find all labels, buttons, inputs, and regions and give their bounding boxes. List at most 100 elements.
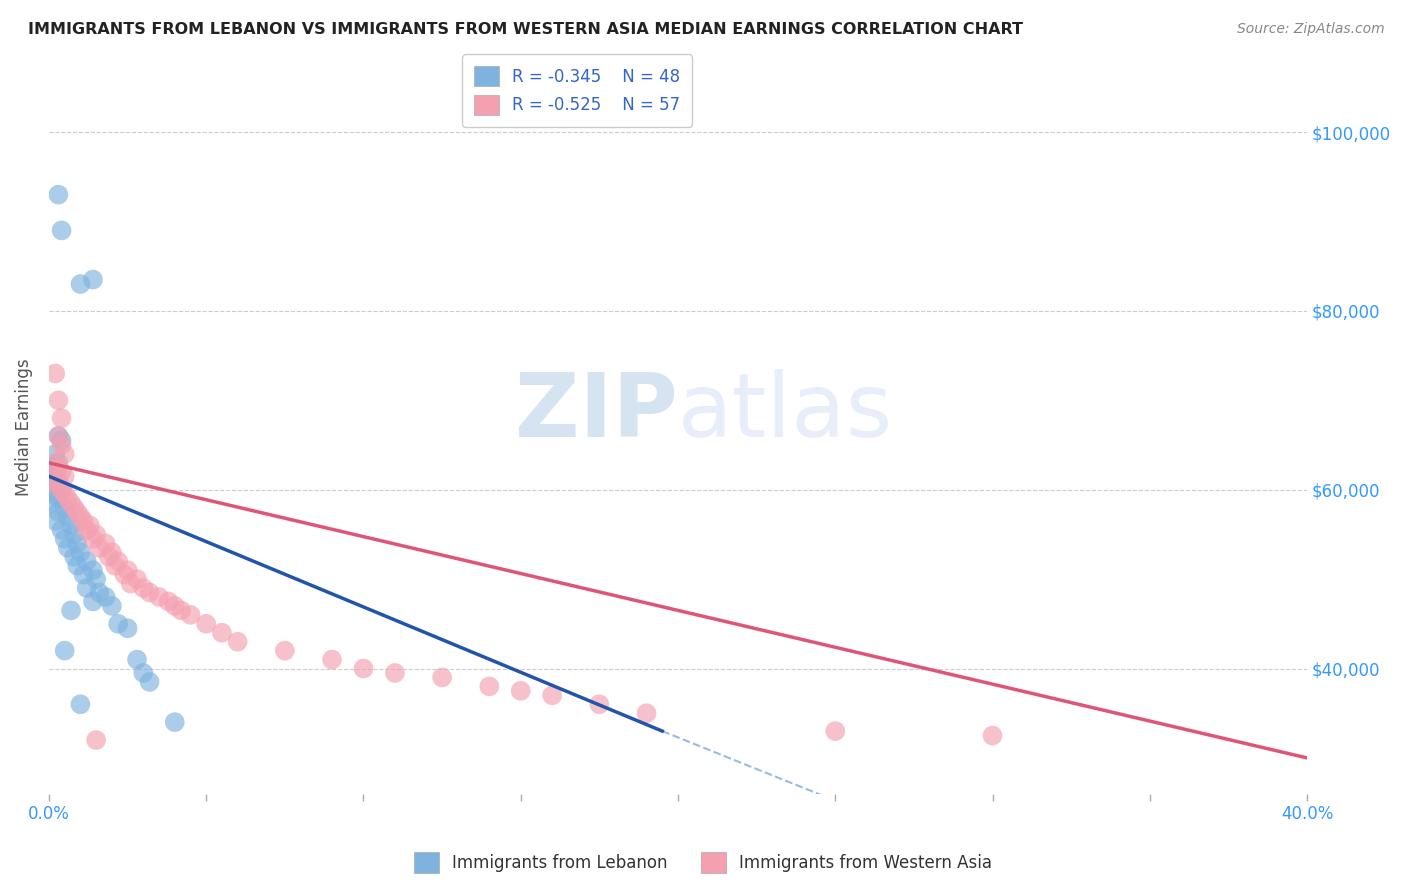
Point bbox=[157, 594, 180, 608]
Point bbox=[509, 684, 531, 698]
Point bbox=[82, 272, 104, 286]
Point bbox=[211, 625, 233, 640]
Point bbox=[48, 505, 70, 519]
Legend: R = -0.345    N = 48, R = -0.525    N = 57: R = -0.345 N = 48, R = -0.525 N = 57 bbox=[463, 54, 692, 127]
Point bbox=[69, 545, 91, 559]
Point bbox=[101, 545, 124, 559]
Point bbox=[125, 652, 148, 666]
Point bbox=[82, 532, 104, 546]
Point bbox=[44, 465, 66, 479]
Point bbox=[478, 679, 501, 693]
Point bbox=[636, 706, 658, 721]
Point bbox=[63, 527, 86, 541]
Point bbox=[84, 572, 107, 586]
Point bbox=[44, 447, 66, 461]
Point bbox=[56, 509, 79, 524]
Point bbox=[53, 447, 76, 461]
Point bbox=[51, 465, 73, 479]
Point bbox=[79, 518, 101, 533]
Point bbox=[163, 599, 186, 613]
Point bbox=[69, 509, 91, 524]
Point bbox=[101, 599, 124, 613]
Point bbox=[48, 474, 70, 488]
Legend: Immigrants from Lebanon, Immigrants from Western Asia: Immigrants from Lebanon, Immigrants from… bbox=[408, 846, 998, 880]
Point bbox=[170, 603, 193, 617]
Point bbox=[104, 558, 127, 573]
Point bbox=[117, 563, 139, 577]
Point bbox=[59, 603, 82, 617]
Point bbox=[138, 585, 160, 599]
Point bbox=[195, 616, 218, 631]
Point bbox=[824, 724, 846, 739]
Point bbox=[89, 541, 111, 555]
Point bbox=[76, 554, 98, 568]
Point bbox=[148, 590, 170, 604]
Point bbox=[541, 689, 564, 703]
Point bbox=[56, 541, 79, 555]
Point bbox=[51, 523, 73, 537]
Point bbox=[430, 670, 453, 684]
Point bbox=[66, 558, 89, 573]
Point bbox=[51, 483, 73, 497]
Point bbox=[66, 505, 89, 519]
Point bbox=[132, 665, 155, 680]
Point bbox=[125, 572, 148, 586]
Point bbox=[48, 393, 70, 408]
Point bbox=[48, 460, 70, 475]
Text: IMMIGRANTS FROM LEBANON VS IMMIGRANTS FROM WESTERN ASIA MEDIAN EARNINGS CORRELAT: IMMIGRANTS FROM LEBANON VS IMMIGRANTS FR… bbox=[28, 22, 1024, 37]
Text: Source: ZipAtlas.com: Source: ZipAtlas.com bbox=[1237, 22, 1385, 37]
Point bbox=[63, 549, 86, 564]
Point bbox=[48, 187, 70, 202]
Point bbox=[94, 590, 117, 604]
Point bbox=[72, 514, 94, 528]
Point bbox=[41, 496, 63, 510]
Point bbox=[44, 514, 66, 528]
Point bbox=[84, 527, 107, 541]
Text: ZIP: ZIP bbox=[515, 369, 678, 456]
Point bbox=[63, 500, 86, 515]
Point bbox=[76, 523, 98, 537]
Point bbox=[384, 665, 406, 680]
Point bbox=[69, 277, 91, 291]
Point bbox=[588, 698, 610, 712]
Text: atlas: atlas bbox=[678, 369, 893, 456]
Point bbox=[44, 487, 66, 501]
Point bbox=[981, 729, 1004, 743]
Point bbox=[44, 456, 66, 470]
Point bbox=[138, 674, 160, 689]
Point bbox=[114, 567, 136, 582]
Point bbox=[94, 536, 117, 550]
Point bbox=[53, 532, 76, 546]
Point bbox=[53, 469, 76, 483]
Point bbox=[51, 483, 73, 497]
Point bbox=[48, 478, 70, 492]
Point bbox=[69, 698, 91, 712]
Point bbox=[51, 438, 73, 452]
Point bbox=[59, 496, 82, 510]
Point bbox=[44, 478, 66, 492]
Point bbox=[226, 634, 249, 648]
Point bbox=[51, 223, 73, 237]
Point bbox=[321, 652, 343, 666]
Point bbox=[53, 500, 76, 515]
Point bbox=[82, 594, 104, 608]
Point bbox=[48, 429, 70, 443]
Point bbox=[41, 460, 63, 475]
Point bbox=[56, 491, 79, 506]
Point bbox=[132, 581, 155, 595]
Point bbox=[117, 621, 139, 635]
Point bbox=[163, 715, 186, 730]
Point bbox=[72, 567, 94, 582]
Point bbox=[107, 616, 129, 631]
Point bbox=[53, 643, 76, 657]
Point bbox=[76, 581, 98, 595]
Point bbox=[41, 474, 63, 488]
Point bbox=[120, 576, 142, 591]
Point bbox=[51, 434, 73, 448]
Point bbox=[44, 367, 66, 381]
Point bbox=[353, 661, 375, 675]
Point bbox=[59, 518, 82, 533]
Point bbox=[53, 487, 76, 501]
Point bbox=[84, 733, 107, 747]
Point bbox=[179, 607, 201, 622]
